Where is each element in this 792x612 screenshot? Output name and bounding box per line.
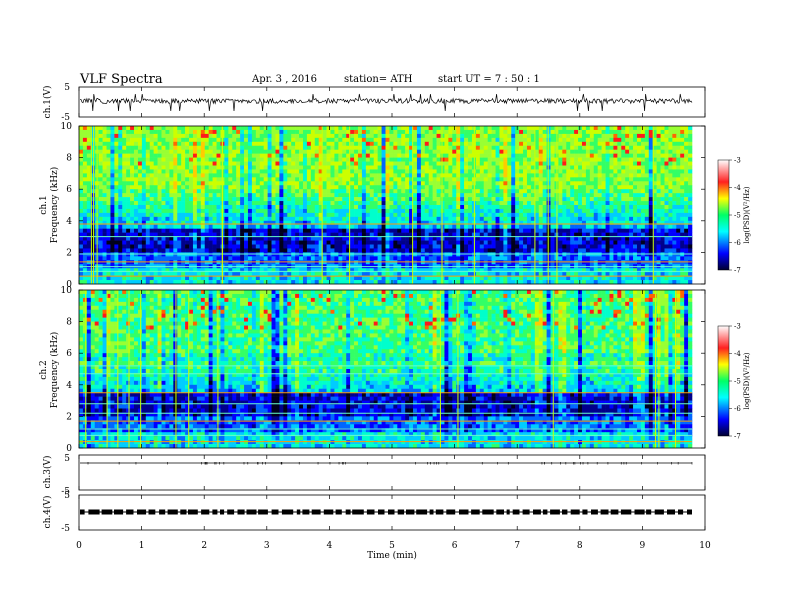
time-tick-label: 6 [452,541,458,551]
ch2-spectrogram-image [79,290,705,449]
time-tick-label: 0 [76,541,82,551]
spec1-ylabel-frequency: Frequency (kHz) [49,167,60,244]
colorbar-tick-label: -5 [734,378,741,386]
frequency-tick-label: 4 [66,217,72,227]
time-tick-label: 9 [640,541,646,551]
frequency-tick-label: 6 [66,185,72,195]
ch3-frame [78,454,706,491]
frequency-tick-label: 8 [66,154,72,164]
colorbar-tick-label: -3 [734,323,741,331]
ch3-ylabel: ch.3(V) [42,456,53,489]
colorbar-2: -3 -4 -5 -6 -7 log(PSD)(V²/Hz) [717,323,751,441]
colorbar-tick-label: -4 [734,184,741,192]
time-axis-label: Time (min) [367,550,417,561]
spec1-ylabel-channel: ch.1 [39,195,49,214]
frequency-tick-label: 0 [66,280,72,290]
colorbar-tick-label: -4 [734,350,741,358]
colorbar-2-gradient [717,325,730,437]
time-tick-label: 3 [264,541,270,551]
figure-title: VLF Spectra [79,72,163,87]
colorbar-tick-label: -7 [734,433,741,441]
time-tick-label: 7 [514,541,520,551]
date-label: Apr. 3 , 2016 [251,74,317,85]
colorbar-1-label: log(PSD)(V²/Hz) [743,186,751,243]
frequency-tick-label: 10 [61,286,73,296]
time-tick-label: 8 [577,541,583,551]
ch1-ylabel: ch.1(V) [42,86,53,119]
station-label: station= ATH [344,74,413,85]
colorbar-tick-label: -7 [734,267,741,275]
frequency-tick-label: 2 [66,248,72,258]
time-tick-label: 2 [201,541,207,551]
ch3-waveform-spikes [87,462,693,465]
ch1-ytick-bottom: -5 [61,113,70,123]
time-tick-label: 1 [139,541,145,551]
colorbar-1-gradient [717,159,730,271]
frequency-tick-label: 6 [66,349,72,359]
frequency-tick-label: 8 [66,318,72,328]
colorbar-tick-label: -5 [734,212,741,220]
frequency-tick-label: 2 [66,412,72,422]
colorbar-1: -3 -4 -5 -6 -7 log(PSD)(V²/Hz) [717,157,751,275]
frequency-tick-label: 10 [61,122,73,132]
ch4-waveform-pulses [80,509,692,515]
colorbar-tick-label: -3 [734,157,741,165]
spec1-yticks: 10 8 6 4 2 0 [61,122,705,290]
ch4-ytick-bottom: -5 [61,524,70,534]
ch4-ytick-top: 5 [64,491,70,501]
ch1-ytick-top: 5 [64,83,70,93]
time-tick-label: 10 [699,541,711,551]
spec2-yticks: 10 8 6 4 2 0 [61,286,705,454]
frequency-tick-label: 4 [66,381,72,391]
ch1-waveform-line [79,93,693,112]
time-axis-ticks: 0 1 2 3 4 5 6 7 8 9 10 [76,87,711,551]
time-tick-label: 5 [389,541,395,551]
start-time-label: start UT = 7 : 50 : 1 [438,74,540,85]
ch4-ylabel: ch.4(V) [42,496,53,529]
ch1-spectrogram-panel: 10 8 6 4 2 0 ch.1 Frequency (kHz) [39,122,706,290]
ch3-ytick-bottom: -5 [61,487,70,497]
ch3-ytick-top: 5 [64,454,70,464]
colorbar-2-label: log(PSD)(V²/Hz) [743,352,751,409]
frequency-tick-label: 0 [66,444,72,454]
time-tick-label: 4 [327,541,333,551]
spec2-ylabel-frequency: Frequency (kHz) [49,332,60,409]
ch1-spectrogram-image [79,126,705,285]
spec2-ylabel-channel: ch.2 [39,360,49,379]
ch3-waveform-panel: 5 -5 ch.3(V) [42,454,706,497]
colorbar-tick-label: -6 [734,239,741,247]
colorbar-tick-label: -6 [734,405,741,413]
ch2-spectrogram-panel: 10 8 6 4 2 0 ch.2 Frequency (kHz) [39,286,706,454]
